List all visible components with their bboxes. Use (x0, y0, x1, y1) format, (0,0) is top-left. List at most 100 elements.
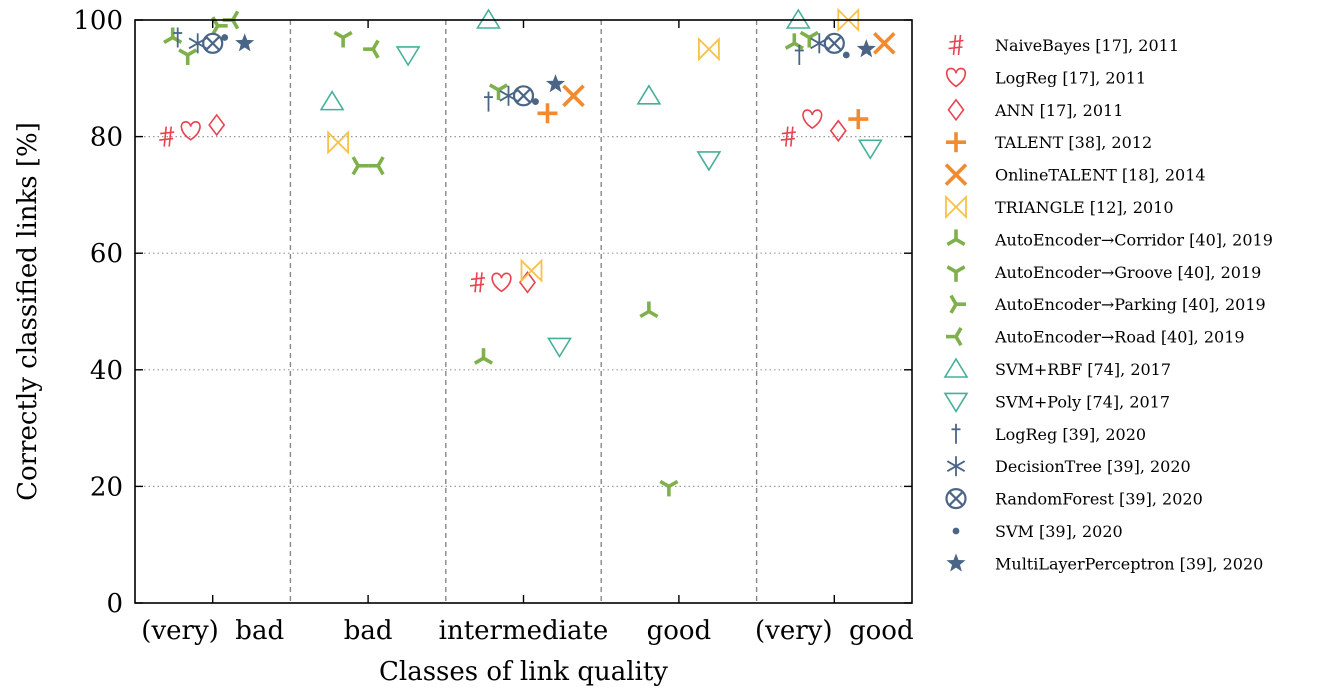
x-tick-label: intermediate (439, 616, 609, 646)
data-point (319, 90, 345, 111)
y-tick-label: 60 (90, 239, 123, 269)
legend-item: SVM [39], 2020 (952, 522, 1123, 541)
data-point (659, 479, 679, 497)
legend-marker (946, 456, 966, 477)
legend-marker (945, 488, 967, 510)
legend-item: MultiLayerPerceptron [39], 2020 (946, 553, 1263, 573)
legend-label: MultiLayerPerceptron [39], 2020 (995, 554, 1263, 573)
legend-label: DecisionTree [39], 2020 (995, 457, 1191, 476)
data-point (159, 126, 175, 147)
legend-label: OnlineTALENT [18], 2014 (995, 166, 1206, 185)
data-point (178, 48, 198, 65)
data-point (235, 33, 255, 52)
legend-item: AutoEncoder→Groove [40], 2019 (946, 263, 1261, 282)
data-point (333, 30, 353, 48)
legend-label: TRIANGLE [12], 2010 (995, 198, 1174, 217)
y-axis: 0 20 40 60 80 100 (73, 6, 912, 619)
data-point (873, 32, 896, 55)
legend-marker (944, 163, 968, 186)
data-point (842, 51, 850, 59)
data-point (794, 44, 804, 65)
x-tick-label: (very) good (755, 616, 914, 646)
legend-item: SVM+Poly [74], 2017 (943, 392, 1170, 413)
data-point (780, 126, 796, 147)
legend-marker (943, 392, 969, 413)
legend-label: RandomForest [39], 2020 (995, 490, 1203, 509)
x-tick-label: good (647, 616, 712, 646)
data-point (520, 258, 543, 283)
legend-marker (947, 98, 965, 122)
legend-item: NaiveBayes [17], 2011 (948, 34, 1179, 56)
legend-label: AutoEncoder→Groove [40], 2019 (994, 263, 1261, 282)
data-point (484, 91, 493, 112)
legend-label: NaiveBayes [17], 2011 (995, 36, 1179, 55)
legend-marker (943, 357, 969, 378)
data-point (856, 39, 876, 58)
legend-item: LogReg [39], 2020 (951, 423, 1146, 444)
legend-item: AutoEncoder→Parking [40], 2019 (949, 294, 1266, 314)
data-point (395, 46, 421, 67)
plot-frame (134, 19, 913, 604)
data-point (784, 33, 804, 50)
legend-marker (946, 327, 963, 347)
data-point (837, 7, 860, 33)
legend-item: OnlineTALENT [18], 2014 (944, 163, 1206, 186)
legend-label: TALENT [38], 2012 (995, 133, 1152, 152)
legend-label: SVM+RBF [74], 2017 (995, 360, 1171, 379)
data-point (208, 113, 226, 137)
y-tick-label: 20 (90, 472, 123, 502)
legend-item: SVM+RBF [74], 2017 (943, 357, 1171, 379)
data-point (537, 103, 558, 124)
legend-item: ANN [17], 2011 (947, 98, 1123, 122)
data-point (785, 8, 811, 29)
legend-marker (946, 132, 966, 153)
data-point (639, 301, 659, 319)
data-point (545, 74, 566, 93)
legend-label: ANN [17], 2011 (994, 101, 1123, 120)
data-point (491, 272, 512, 293)
legend-item: TRIANGLE [12], 2010 (945, 194, 1174, 220)
data-point (202, 32, 224, 54)
y-tick-label: 80 (90, 123, 123, 153)
data-point (823, 32, 845, 54)
data-point (857, 139, 883, 160)
legend-label: SVM [39], 2020 (995, 522, 1123, 541)
grid (135, 136, 912, 487)
legend-label: LogReg [39], 2020 (995, 425, 1146, 444)
category-separators (289, 20, 758, 603)
data-point (636, 84, 662, 105)
data-point (799, 30, 819, 48)
legend-marker (951, 423, 961, 444)
legend-label: AutoEncoder→Road [40], 2019 (994, 328, 1245, 347)
legend-marker (946, 553, 966, 572)
x-axis-label: Classes of link quality (379, 657, 668, 687)
x-tick-label: bad (344, 616, 393, 646)
legend-marker (952, 527, 960, 535)
legend-marker (949, 294, 966, 314)
data-point (173, 27, 183, 48)
legend-item: AutoEncoder→Corridor [40], 2019 (946, 229, 1273, 249)
legend-marker (946, 265, 966, 282)
legend-label: SVM+Poly [74], 2017 (995, 392, 1170, 411)
legend-marker (945, 67, 967, 88)
legend-item: DecisionTree [39], 2020 (946, 456, 1191, 477)
y-tick-label: 100 (73, 6, 123, 36)
legend-marker (946, 229, 966, 246)
data-point (327, 130, 350, 155)
legend-item: LogReg [17], 2011 (945, 67, 1146, 88)
data-point (473, 348, 494, 365)
data-marks (159, 7, 896, 497)
legend-item: RandomForest [39], 2020 (945, 488, 1203, 510)
legend-item: TALENT [38], 2012 (946, 132, 1152, 153)
data-point (488, 83, 509, 100)
x-tick-label: (very) bad (141, 616, 284, 646)
data-point (363, 39, 380, 59)
legend-label: AutoEncoder→Parking [40], 2019 (994, 295, 1266, 314)
data-point (532, 98, 539, 106)
data-point (562, 84, 585, 108)
legend: NaiveBayes [17], 2011 LogReg [17], 2011 AN… (943, 34, 1273, 573)
data-point (351, 156, 369, 176)
data-point (180, 120, 201, 141)
data-point (221, 34, 229, 41)
